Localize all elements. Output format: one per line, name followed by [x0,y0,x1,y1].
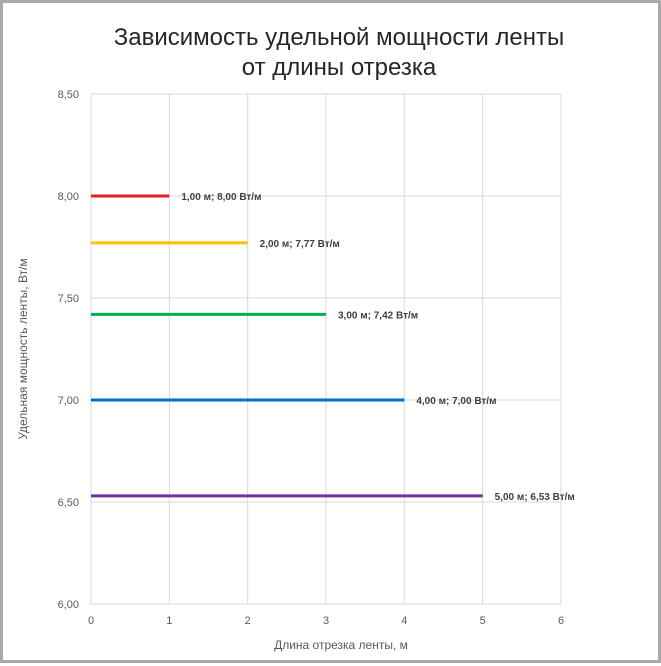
data-label-4: 4,00 м; 7,00 Вт/м [416,396,496,407]
data-label-2: 2,00 м; 7,77 Вт/м [260,239,340,250]
y-tick-label: 8,00 [58,191,79,203]
chart-title-line-2: от длины отрезка [242,54,437,81]
data-labels: 1,00 м; 8,00 Вт/м 2,00 м; 7,77 Вт/м 3,00 м… [181,192,574,503]
data-label-3: 3,00 м; 7,42 Вт/м [338,310,418,321]
axes: 0 1 2 3 4 5 6 6,00 6,50 7,00 7,50 8,00 8,50 [58,89,564,627]
x-tick-label: 3 [323,615,329,627]
y-axis-title: Удельная мощность ленты, Вт/м [16,258,30,439]
grid [90,93,562,605]
x-tick-label: 6 [558,615,564,627]
x-tick-label: 2 [245,615,251,627]
data-label-5: 5,00 м; 6,53 Вт/м [495,492,575,503]
x-tick-label: 4 [401,615,407,627]
y-tick-label: 6,50 [58,497,79,509]
x-axis-title: Длина отрезка ленты, м [274,638,408,652]
data-label-1: 1,00 м; 8,00 Вт/м [181,192,261,203]
x-tick-label: 1 [166,615,172,627]
power-vs-length-chart: 0 1 2 3 4 5 6 6,00 6,50 7,00 7,50 8,00 8,50 1,00 м; … [16,24,575,652]
y-tick-label: 7,00 [58,395,79,407]
y-tick-label: 8,50 [58,89,79,101]
y-tick-label: 6,00 [58,599,79,611]
x-tick-label: 0 [88,615,94,627]
y-tick-label: 7,50 [58,293,79,305]
x-tick-label: 5 [480,615,486,627]
chart-title-line-1: Зависимость удельной мощности ленты [114,24,564,51]
series [91,194,483,498]
